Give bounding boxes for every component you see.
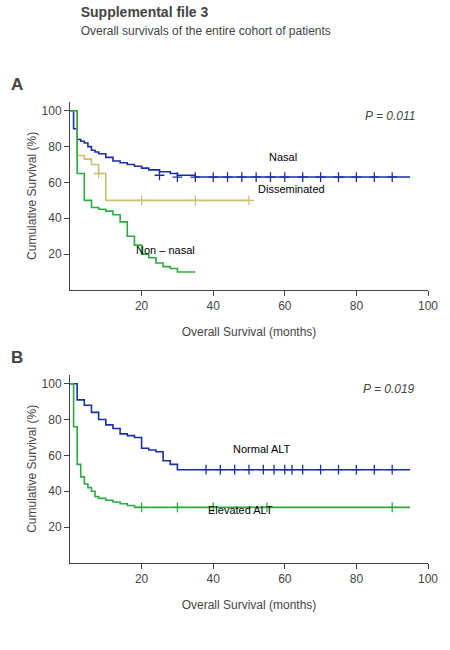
svg-text:Normal ALT: Normal ALT	[233, 443, 291, 455]
svg-text:Cumulative Survival (%): Cumulative Survival (%)	[25, 132, 39, 260]
svg-text:Non – nasal: Non – nasal	[136, 244, 195, 256]
svg-text:80: 80	[350, 572, 364, 586]
svg-text:40: 40	[207, 299, 221, 313]
svg-text:Supplemental file 3Overall sur: Supplemental file 3Overall survivals of …	[81, 4, 331, 38]
svg-text:100: 100	[42, 104, 62, 118]
svg-text:Overall Survival (months): Overall Survival (months)	[182, 598, 317, 612]
svg-text:Elevated ALT: Elevated ALT	[208, 504, 273, 516]
svg-text:20: 20	[48, 520, 62, 534]
svg-text:60: 60	[278, 572, 292, 586]
svg-text:Disseminated: Disseminated	[258, 183, 325, 195]
svg-text:60: 60	[48, 176, 62, 190]
svg-text:40: 40	[207, 572, 221, 586]
svg-text:P = 0.019: P = 0.019	[363, 382, 415, 396]
svg-text:P = 0.011: P = 0.011	[365, 109, 415, 123]
svg-text:20: 20	[135, 572, 149, 586]
svg-text:B: B	[11, 348, 23, 367]
svg-text:100: 100	[418, 572, 438, 586]
svg-text:40: 40	[48, 484, 62, 498]
svg-text:100: 100	[418, 299, 438, 313]
svg-text:60: 60	[48, 449, 62, 463]
svg-text:80: 80	[48, 140, 62, 154]
svg-text:40: 40	[48, 211, 62, 225]
svg-text:A: A	[11, 75, 23, 94]
svg-text:80: 80	[350, 299, 364, 313]
svg-text:20: 20	[48, 247, 62, 261]
svg-text:100: 100	[42, 377, 62, 391]
svg-text:Nasal: Nasal	[269, 151, 297, 163]
svg-text:20: 20	[135, 299, 149, 313]
svg-text:60: 60	[278, 299, 292, 313]
svg-text:Cumulative Survival (%): Cumulative Survival (%)	[25, 405, 39, 533]
svg-text:Overall Survival (months): Overall Survival (months)	[182, 325, 317, 339]
svg-text:80: 80	[48, 413, 62, 427]
